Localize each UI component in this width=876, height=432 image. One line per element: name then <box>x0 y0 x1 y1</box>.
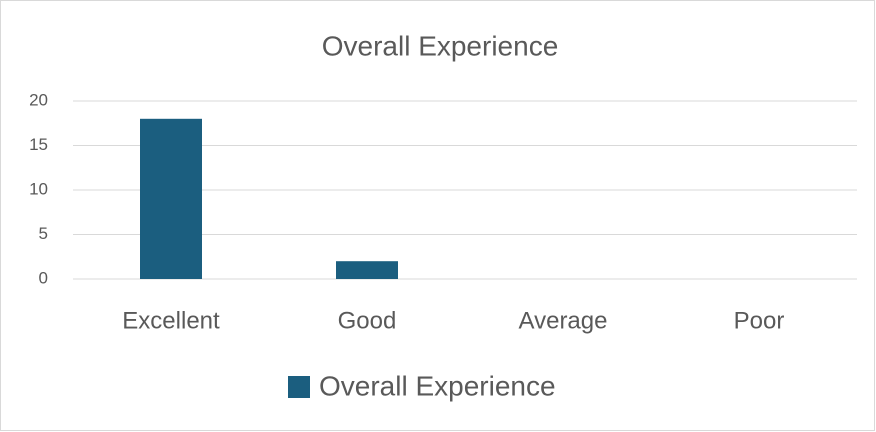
legend-label: Overall Experience <box>319 370 556 401</box>
x-tick-label: Average <box>519 307 608 334</box>
y-tick-label: 20 <box>29 90 48 109</box>
chart-title: Overall Experience <box>322 30 559 61</box>
y-tick-label: 5 <box>39 224 48 243</box>
y-tick-label: 0 <box>39 268 48 287</box>
legend-swatch <box>288 376 310 398</box>
y-tick-label: 10 <box>29 179 48 198</box>
x-tick-label: Poor <box>734 307 785 334</box>
x-tick-label: Good <box>338 307 397 334</box>
bar <box>336 261 398 279</box>
x-tick-label: Excellent <box>122 307 220 334</box>
bar <box>140 118 202 279</box>
y-tick-label: 15 <box>29 135 48 154</box>
